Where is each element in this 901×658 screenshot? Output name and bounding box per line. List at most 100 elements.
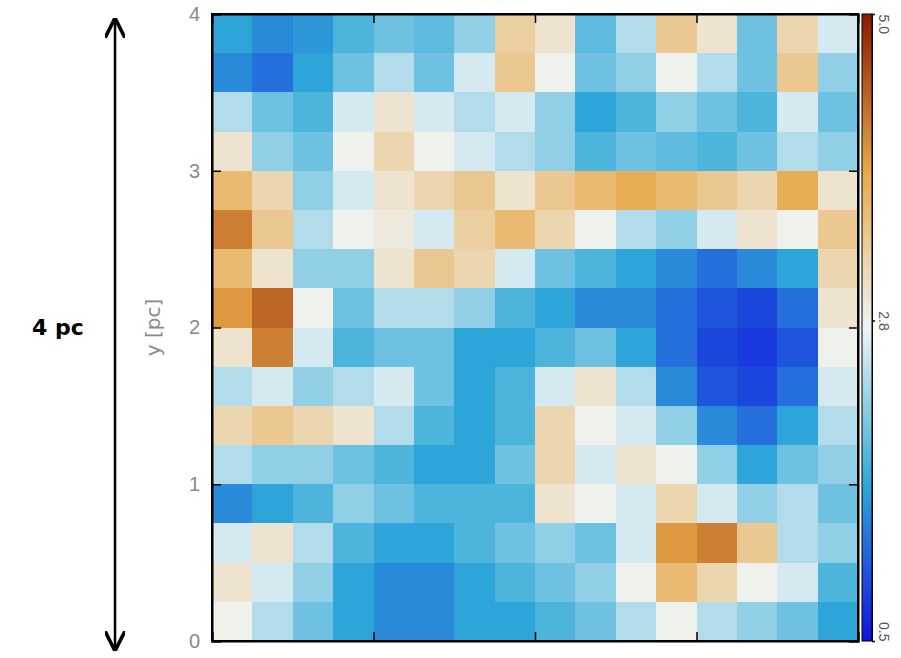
scale-arrow [114, 20, 117, 649]
plot-frame [212, 14, 858, 641]
cell [575, 406, 616, 446]
cell [333, 445, 374, 485]
cell [616, 484, 657, 524]
cell [252, 602, 293, 641]
tick [535, 632, 536, 641]
cell [616, 602, 657, 641]
tick [849, 171, 858, 172]
tick-mark [373, 14, 375, 23]
cell [697, 367, 738, 407]
cell [697, 602, 738, 641]
cell [495, 132, 536, 172]
axis-line [213, 15, 222, 642]
cell [252, 406, 293, 446]
cell [575, 288, 616, 328]
cell [454, 171, 495, 211]
cell [414, 249, 455, 289]
cell [697, 92, 738, 132]
cell [293, 92, 334, 132]
cell [535, 14, 576, 54]
cell [374, 92, 415, 132]
cell [414, 171, 455, 211]
annotation: 4 pc [32, 315, 84, 340]
cell [777, 14, 818, 54]
tick-mark [212, 484, 221, 486]
cell [697, 171, 738, 211]
tick [697, 632, 698, 641]
cell [333, 288, 374, 328]
cell [818, 406, 858, 446]
cell [656, 445, 697, 485]
cell [374, 210, 415, 250]
cell [737, 92, 778, 132]
cell [333, 367, 374, 407]
cell [374, 249, 415, 289]
cell [212, 602, 253, 641]
cell [454, 445, 495, 485]
cell [212, 14, 253, 54]
tick [858, 14, 859, 23]
cell [212, 328, 253, 368]
cell [656, 249, 697, 289]
cell [616, 249, 657, 289]
cell [616, 53, 657, 93]
cell [252, 328, 293, 368]
cell [333, 210, 374, 250]
tick: 2.8 [872, 311, 892, 331]
cell [212, 523, 253, 563]
cell [777, 249, 818, 289]
tick-label: 1 [189, 473, 200, 495]
tick [849, 484, 858, 485]
cell [454, 563, 495, 603]
cell [737, 523, 778, 563]
cell [414, 367, 455, 407]
cell [697, 210, 738, 250]
tick [374, 14, 375, 23]
cell [737, 328, 778, 368]
cell [495, 53, 536, 93]
cell [575, 523, 616, 563]
cell [414, 484, 455, 524]
cell [495, 602, 536, 641]
cell [656, 171, 697, 211]
cell [495, 445, 536, 485]
cell [374, 171, 415, 211]
cell [656, 484, 697, 524]
tick-label: 3 [189, 160, 200, 182]
x-axis [213, 632, 859, 642]
tick-mark [535, 632, 537, 641]
cell [818, 14, 858, 54]
cell [656, 328, 697, 368]
y-axis: 01234 [189, 3, 221, 652]
cell [333, 53, 374, 93]
cell [575, 210, 616, 250]
cell [454, 288, 495, 328]
cell [656, 367, 697, 407]
cell [414, 523, 455, 563]
cell [535, 328, 576, 368]
cell [495, 328, 536, 368]
cell [697, 406, 738, 446]
y-axis-right [849, 15, 859, 642]
cell [495, 210, 536, 250]
cell [252, 171, 293, 211]
cell [414, 288, 455, 328]
cell [697, 484, 738, 524]
cell [212, 132, 253, 172]
cell [212, 367, 253, 407]
cell [333, 132, 374, 172]
tick-label: 2 [189, 316, 200, 338]
cell [737, 563, 778, 603]
cell [575, 484, 616, 524]
cell [575, 602, 616, 641]
cell [575, 132, 616, 172]
cell [656, 602, 697, 641]
cell [454, 484, 495, 524]
cell [414, 14, 455, 54]
cell [818, 53, 858, 93]
cell [333, 328, 374, 368]
cell [777, 132, 818, 172]
cell [818, 563, 858, 603]
tick [212, 14, 213, 23]
colorbar-axis: 0.52.85.0 [872, 15, 892, 642]
